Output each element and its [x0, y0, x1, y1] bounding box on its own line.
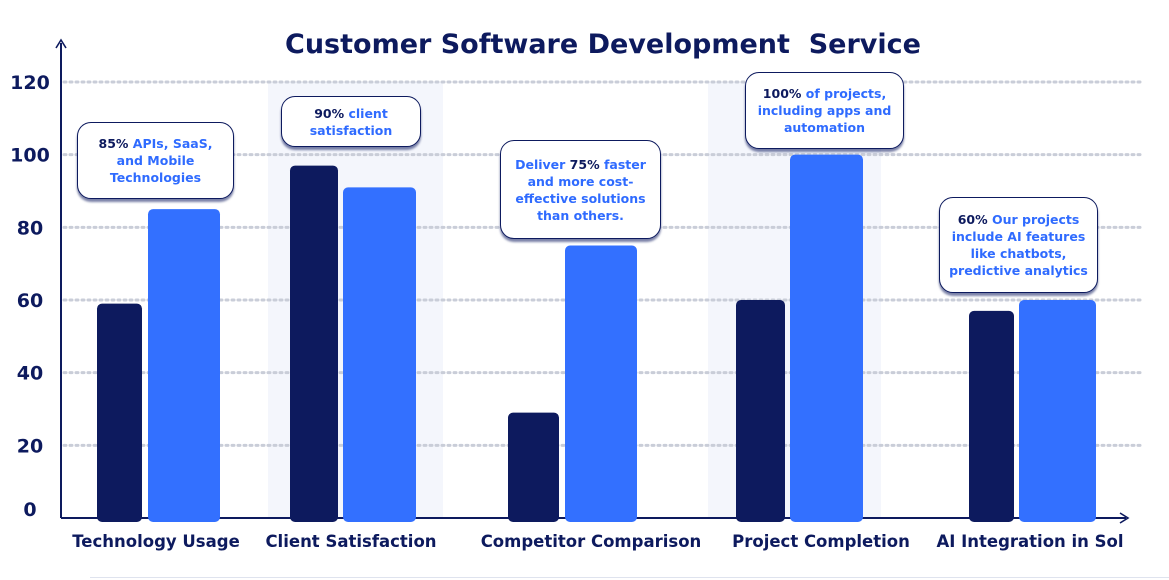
- x-tick-label: Project Completion: [732, 532, 910, 551]
- y-tick-label: 0: [23, 499, 36, 521]
- annotation-emphasis: 60%: [957, 212, 988, 227]
- bar-series-1: [97, 303, 142, 522]
- bar-series-1: [290, 165, 338, 523]
- annotation-text: 85% APIs, SaaS, and Mobile Technologies: [98, 136, 213, 185]
- annotation-text: 60% Our projects include AI features like …: [949, 212, 1088, 278]
- y-tick-label: 40: [17, 363, 43, 385]
- bar-series-1: [969, 310, 1014, 522]
- annotation-callout: 90% client satisfaction: [281, 96, 421, 147]
- annotation-callout: 85% APIs, SaaS, and Mobile Technologies: [77, 122, 234, 199]
- footer-divider: [90, 577, 1169, 578]
- x-tick-label: Competitor Comparison: [481, 532, 702, 551]
- x-tick-label: Client Satisfaction: [265, 532, 436, 551]
- annotation-text: 90% client satisfaction: [309, 105, 393, 138]
- y-tick-label: 120: [10, 72, 50, 94]
- annotation-text: Deliver 75% faster and more cost-effectiv…: [515, 156, 646, 223]
- annotation-callout: 60% Our projects include AI features like …: [939, 197, 1098, 293]
- y-axis-arrow: [55, 38, 67, 49]
- annotation-callout: Deliver 75% faster and more cost-effectiv…: [500, 140, 661, 239]
- y-tick-label: 80: [17, 217, 43, 239]
- y-tick-label: 100: [10, 145, 50, 167]
- annotation-emphasis: 85%: [98, 136, 129, 151]
- bar-series-2: [148, 209, 220, 522]
- bar-series-1: [508, 412, 559, 522]
- annotation-callout: 100% of projects, including apps and autom…: [745, 72, 904, 149]
- chart-title: Customer Software Development Service: [285, 29, 921, 60]
- labels: 0 20 40 60 80 100 120 Technology Usage Client Sa…: [10, 72, 1123, 551]
- x-tick-label: AI Integration in Sol: [936, 532, 1123, 551]
- annotation-emphasis: 90%: [314, 105, 345, 121]
- bar-series-2: [790, 154, 863, 522]
- annotation-text: 100% of projects, including apps and autom…: [757, 86, 892, 135]
- y-tick-label: 20: [17, 435, 43, 457]
- bar-series-2: [343, 187, 416, 522]
- x-tick-label: Technology Usage: [72, 532, 240, 551]
- annotation-emphasis: 75%: [569, 156, 600, 172]
- bar-series-2: [565, 245, 637, 522]
- bar-series-2: [1019, 300, 1096, 522]
- y-tick-label: 60: [17, 290, 43, 312]
- x-axis-arrow: [1119, 512, 1130, 524]
- annotation-emphasis: 100%: [762, 86, 802, 101]
- bars: [97, 154, 1096, 523]
- bar-series-1: [736, 300, 785, 522]
